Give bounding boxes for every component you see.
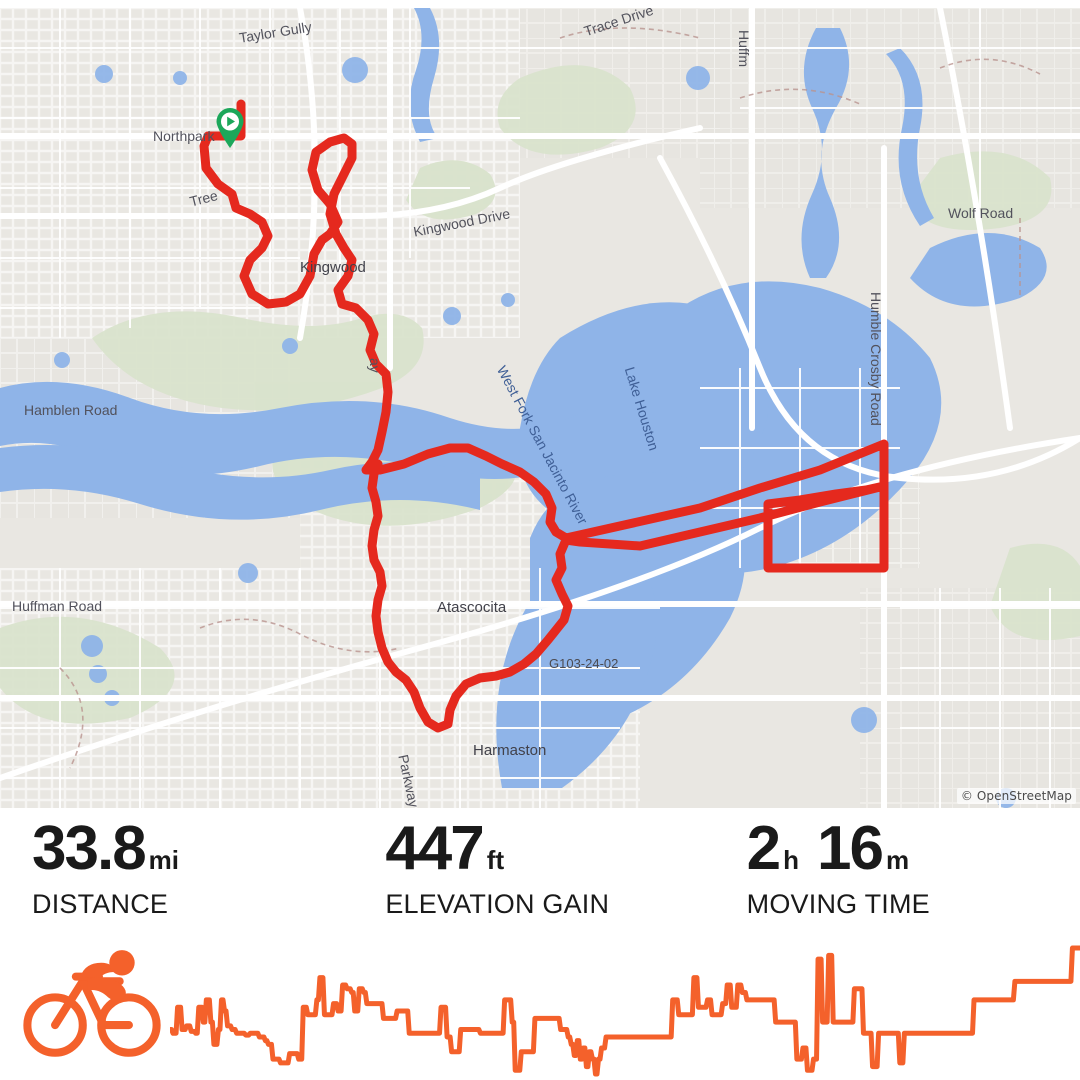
elevation-chart: [170, 940, 1080, 1080]
route-map[interactable]: Taylor Gully Northpark Tree Kingwood Kingwoo…: [0, 8, 1080, 808]
map-canvas: [0, 8, 1080, 808]
elevation-profile: [170, 940, 1080, 1080]
moving-time-hours-unit: h: [783, 845, 800, 875]
elevation-label: ELEVATION GAIN: [385, 889, 610, 919]
distance-number: 33.8: [32, 814, 147, 883]
start-marker-icon[interactable]: [215, 108, 245, 148]
activity-footer: [0, 940, 1080, 1080]
stat-moving-time: 2 h 16 m MOVING TIME: [719, 818, 1080, 940]
distance-label: DISTANCE: [32, 889, 169, 919]
stat-moving-time-value: 2 h 16 m: [747, 818, 1080, 880]
cycling-icon: [23, 950, 161, 1057]
moving-time-minutes-unit: m: [886, 845, 910, 875]
elevation-line: [170, 948, 1080, 1074]
elevation-number: 447: [385, 814, 484, 883]
stat-elevation-value: 447 ft: [385, 818, 718, 880]
moving-time-minutes: 16: [817, 814, 884, 883]
moving-time-label: MOVING TIME: [746, 889, 930, 919]
map-attribution[interactable]: © OpenStreetMap: [956, 788, 1076, 804]
stat-elevation-gain: 447 ft ELEVATION GAIN: [365, 818, 718, 940]
stat-distance-value: 33.8 mi: [32, 818, 365, 880]
route-polyline: [199, 99, 889, 733]
elevation-unit: ft: [486, 845, 505, 875]
stats-row: 33.8 mi DISTANCE 447 ft ELEVATION GAIN 2…: [0, 818, 1080, 940]
stat-distance: 33.8 mi DISTANCE: [0, 818, 365, 940]
distance-unit: mi: [148, 845, 180, 875]
moving-time-hours: 2: [746, 814, 782, 883]
